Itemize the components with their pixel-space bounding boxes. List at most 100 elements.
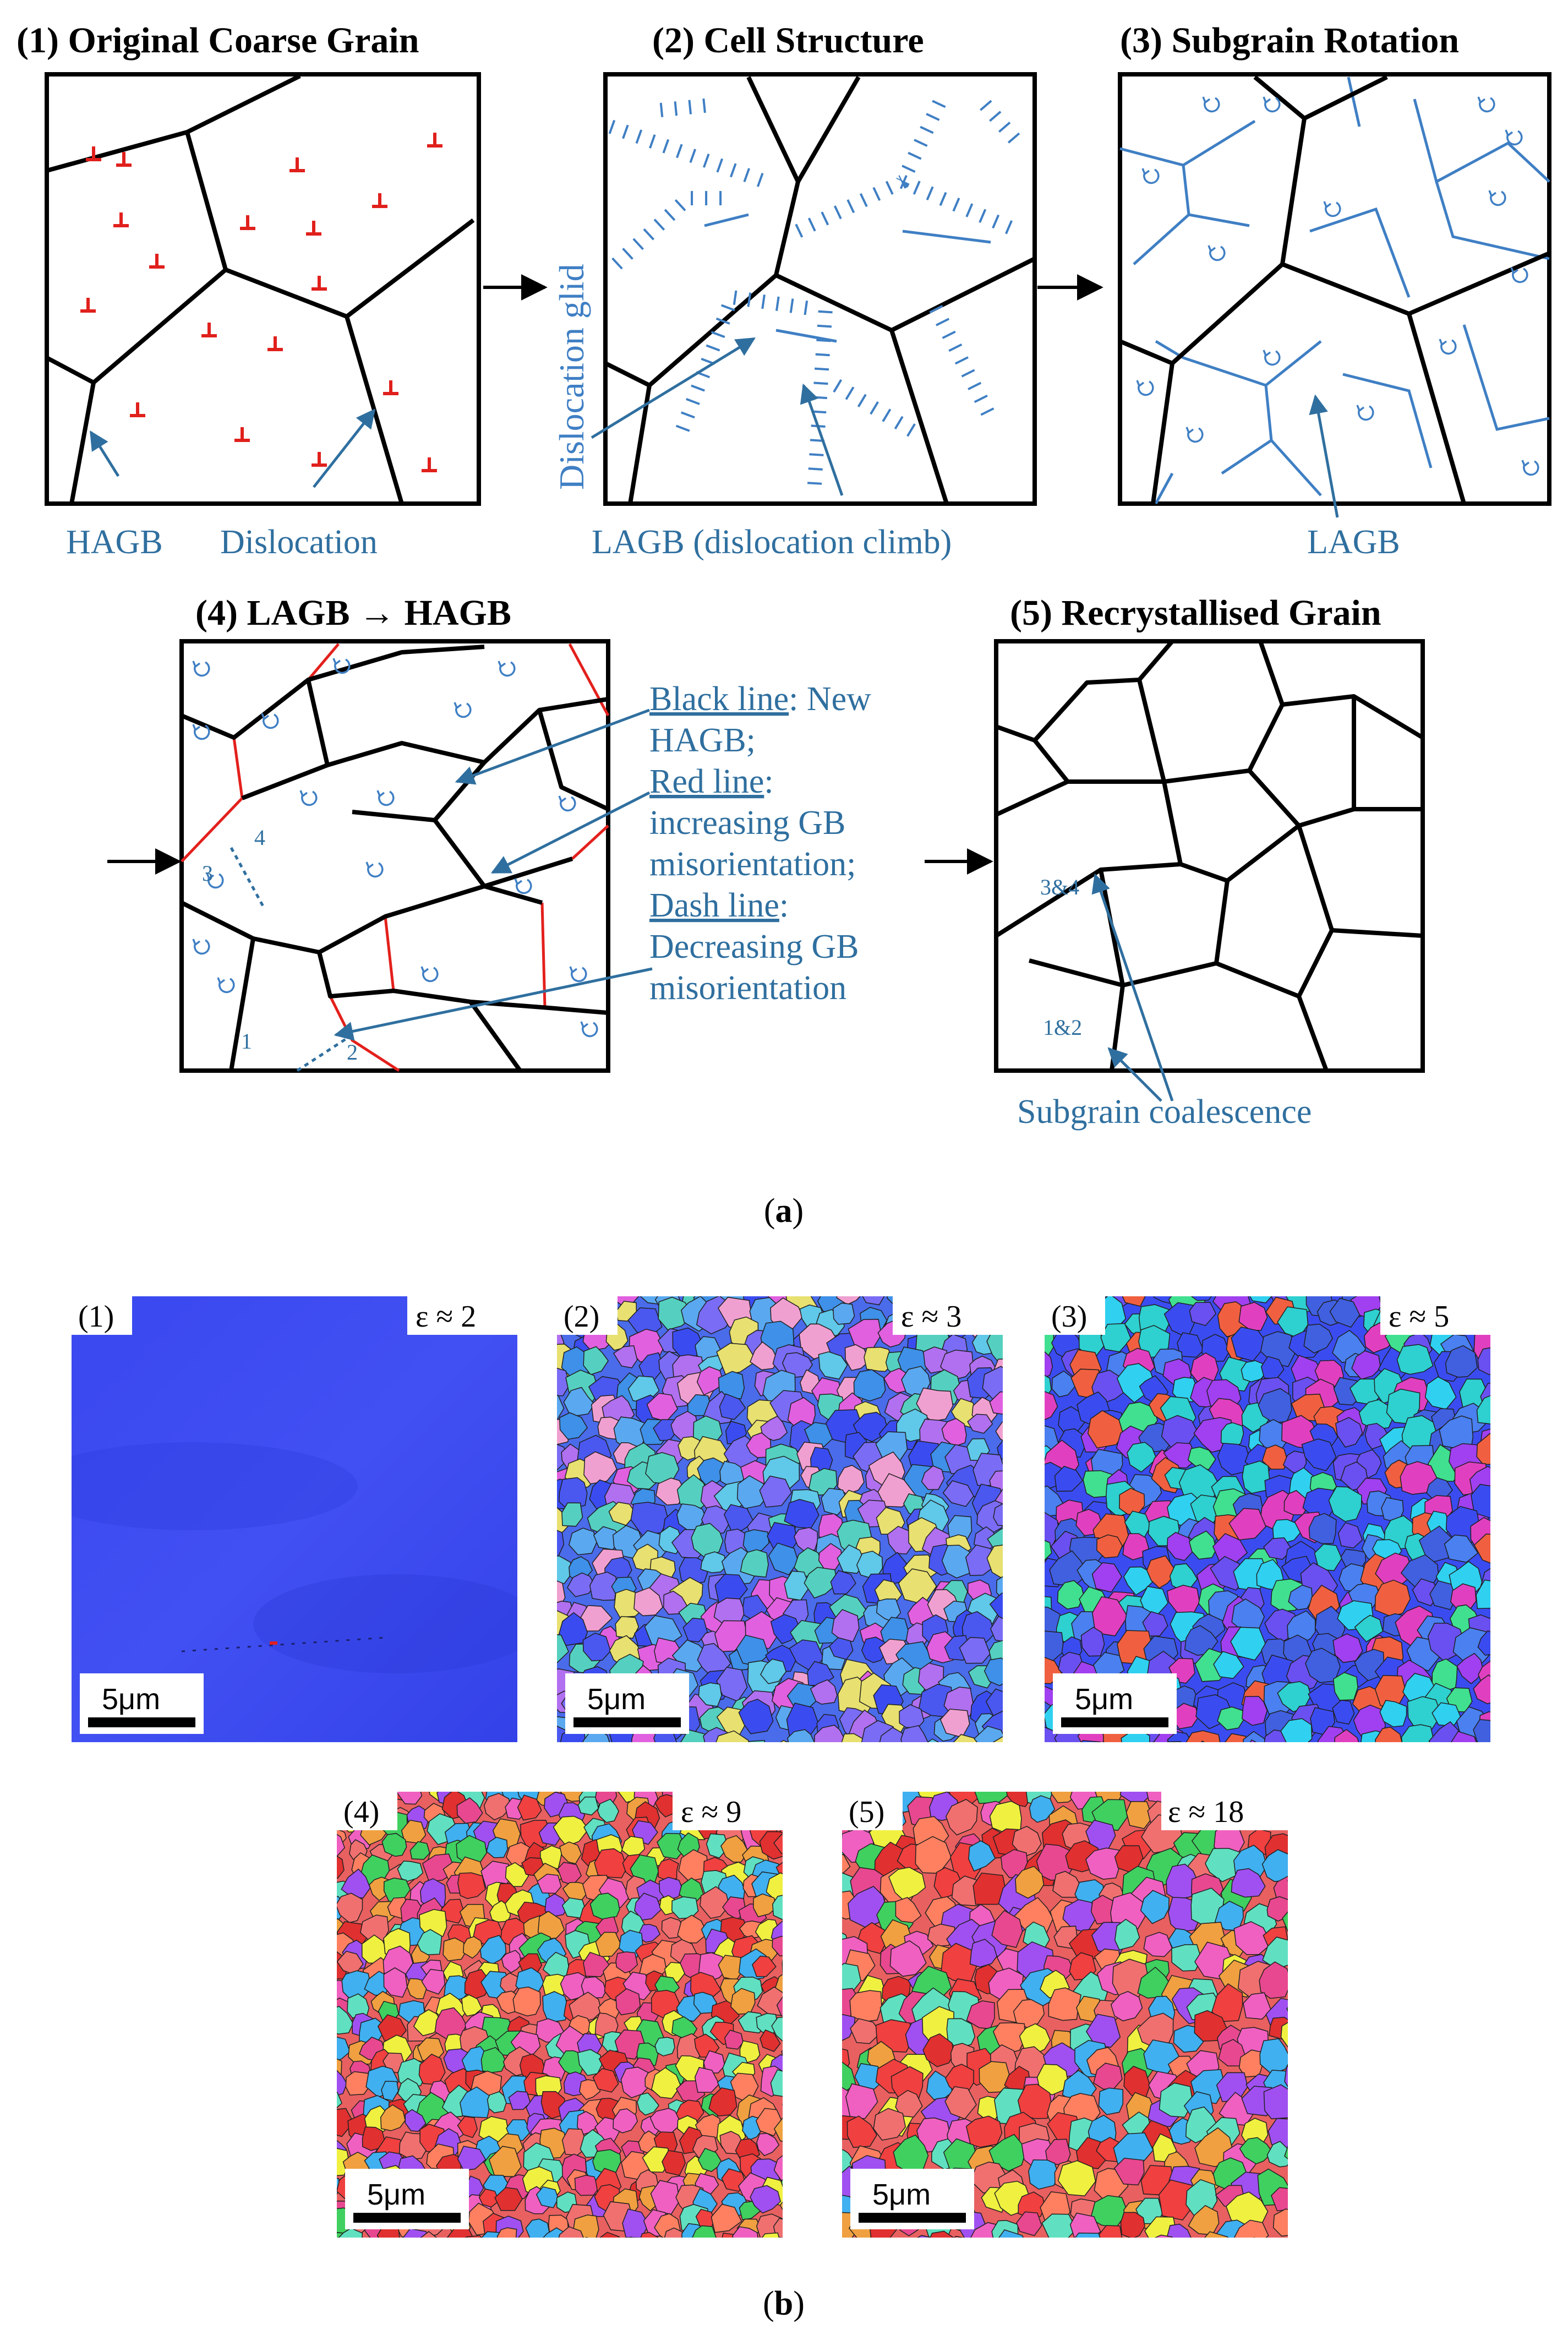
grain xyxy=(773,1834,783,1854)
grain xyxy=(780,1739,789,1742)
grain xyxy=(599,2232,620,2238)
grain xyxy=(1408,1760,1434,1781)
grain xyxy=(1450,1731,1477,1742)
ebsd-map-4: (4) ε ≈ 9 5μm xyxy=(337,1792,783,2238)
grain xyxy=(1085,2014,1121,2048)
grain xyxy=(508,2091,531,2110)
grain xyxy=(1506,1680,1533,1704)
grain xyxy=(814,1725,846,1742)
grain xyxy=(1048,2247,1084,2279)
grain xyxy=(1489,1315,1490,1319)
grain xyxy=(916,1387,954,1422)
grain xyxy=(711,2203,742,2233)
grain xyxy=(772,1895,783,1921)
grain xyxy=(708,2087,737,2116)
grain xyxy=(677,1914,708,1944)
grain xyxy=(417,1929,442,1955)
grain xyxy=(580,1605,613,1632)
grain xyxy=(496,2227,517,2238)
grain xyxy=(760,2029,781,2052)
grain xyxy=(1173,2247,1201,2279)
grain xyxy=(1456,1652,1484,1684)
grain xyxy=(740,1549,769,1578)
grain xyxy=(557,1367,570,1396)
grain xyxy=(984,1657,1003,1687)
grain xyxy=(787,1729,815,1742)
grain xyxy=(1286,2007,1288,2012)
grain xyxy=(501,1950,522,1973)
grain xyxy=(1057,1580,1084,1610)
legend-red-text-3: misorientation; xyxy=(649,845,856,883)
grain xyxy=(1494,1633,1520,1660)
grain xyxy=(557,1530,565,1557)
grain xyxy=(1146,1555,1178,1589)
grain xyxy=(409,1841,430,1860)
grain xyxy=(1250,1739,1257,1742)
grain xyxy=(829,2239,860,2272)
grain xyxy=(922,1752,946,1778)
grain xyxy=(613,1345,638,1368)
map-4-strain: ε ≈ 9 xyxy=(681,1795,741,1829)
grain xyxy=(338,2228,363,2238)
legend-red-text: : xyxy=(764,763,773,800)
grain xyxy=(1154,2234,1173,2238)
grain xyxy=(1200,1740,1205,1742)
grain xyxy=(982,1366,1003,1403)
map-2-label: (2) xyxy=(564,1300,599,1334)
grain xyxy=(1332,1699,1355,1725)
grain xyxy=(589,1572,616,1601)
grain xyxy=(1167,1731,1193,1742)
grain xyxy=(706,1833,729,1859)
grain xyxy=(839,1750,871,1781)
grain xyxy=(1258,1388,1292,1423)
grain xyxy=(487,2091,507,2114)
grain xyxy=(1205,1848,1243,1883)
grain xyxy=(457,2116,478,2138)
grain xyxy=(992,1736,1003,1742)
grain xyxy=(592,2067,619,2093)
grain xyxy=(542,1991,569,2023)
grain xyxy=(1008,1618,1046,1651)
dislocation-walls xyxy=(608,96,1024,485)
grain xyxy=(879,1727,906,1742)
grain xyxy=(464,1968,491,1999)
grain xyxy=(1081,1740,1101,1742)
grain xyxy=(671,1896,699,1919)
grain xyxy=(1233,2219,1269,2238)
grain-label-1: 1 xyxy=(241,1029,252,1054)
map-4-scale-bar-label: 5μm xyxy=(367,2178,425,2211)
grain xyxy=(1087,1410,1124,1449)
grain xyxy=(673,1747,699,1771)
grain xyxy=(873,2108,906,2141)
grain xyxy=(1473,1755,1504,1789)
panel-4-title: (4) LAGB → HAGB xyxy=(195,593,511,633)
grain xyxy=(766,1872,783,1902)
grain xyxy=(1491,1487,1522,1524)
grain xyxy=(1303,1323,1334,1354)
grain xyxy=(1231,1868,1266,1898)
grain xyxy=(694,2066,720,2093)
caption-b: (b) xyxy=(763,2285,805,2322)
label-lagb: LAGB xyxy=(1307,523,1400,561)
grain xyxy=(1113,2158,1145,2186)
grain xyxy=(700,1551,727,1574)
grain xyxy=(479,1935,507,1965)
grain xyxy=(1045,1391,1058,1420)
grain xyxy=(557,1634,570,1663)
grain xyxy=(583,1951,611,1977)
grain xyxy=(640,2232,659,2238)
grain xyxy=(655,1477,687,1505)
grain xyxy=(566,1572,596,1597)
grain xyxy=(1243,1731,1266,1742)
grain xyxy=(1280,1718,1313,1742)
grain xyxy=(945,1799,978,1836)
grain xyxy=(1218,2039,1246,2066)
grain xyxy=(1017,2083,1052,2119)
grain xyxy=(846,2115,877,2148)
label-dislocation-glide: Dislocation glid xyxy=(552,264,591,490)
label-3and4: 3&4 xyxy=(1040,875,1079,899)
svg-text:Dash line:: Dash line: xyxy=(649,887,789,924)
grain xyxy=(1015,1505,1048,1540)
grain xyxy=(782,2103,783,2106)
grain xyxy=(577,1796,599,1816)
